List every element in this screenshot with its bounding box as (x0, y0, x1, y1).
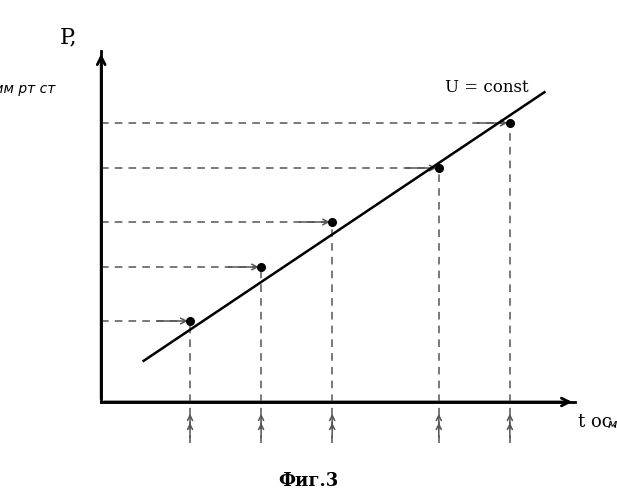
Text: Фиг.3: Фиг.3 (278, 472, 339, 490)
Text: P,: P, (60, 26, 78, 49)
Text: t ос.: t ос. (578, 413, 617, 431)
Text: U = const: U = const (445, 78, 528, 96)
Text: мм рт ст: мм рт ст (0, 82, 56, 96)
Text: мкс: мкс (608, 418, 617, 430)
